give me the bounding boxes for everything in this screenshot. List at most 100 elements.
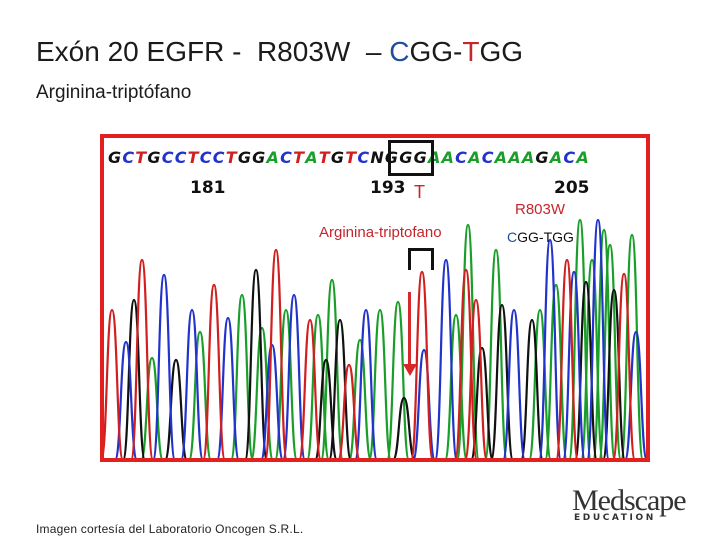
title-codon-c: C <box>389 36 410 67</box>
base-call-0: G <box>108 148 123 167</box>
trace-peak-a-7 <box>348 338 372 458</box>
base-call-12: A <box>266 148 281 167</box>
amino-acid-change-label: Arginina-triptofano <box>319 224 442 241</box>
base-call-15: A <box>305 148 319 167</box>
position-205-label: 205 <box>554 178 590 198</box>
trace-peak-a-6 <box>320 278 344 458</box>
trace-peak-t-1 <box>130 258 154 458</box>
base-call-13: C <box>280 148 294 167</box>
base-call-22: G <box>399 148 414 167</box>
trace-peak-a-9 <box>386 300 410 458</box>
trace-peak-c-13 <box>624 330 646 458</box>
trace-peak-g-0 <box>122 298 146 458</box>
base-call-3: G <box>147 148 162 167</box>
trace-peak-t-6 <box>410 270 434 458</box>
trace-peak-g-2 <box>244 268 268 458</box>
base-call-6: T <box>187 148 200 167</box>
mutated-codon-box <box>388 140 434 176</box>
trace-peak-g-5 <box>393 396 415 458</box>
base-call-5: C <box>174 148 188 167</box>
trace-peak-t-4 <box>298 318 322 458</box>
trace-peak-c-11 <box>562 270 586 458</box>
position-193-label: 193 <box>370 178 406 198</box>
trace-peak-a-13 <box>528 308 552 458</box>
base-call-19: C <box>357 148 371 167</box>
base-call-18: T <box>345 148 358 167</box>
trace-peak-t-3 <box>264 248 288 458</box>
trace-peak-a-16 <box>580 258 604 458</box>
logo-subtitle: EDUCATION <box>574 513 656 523</box>
trace-peak-c-9 <box>502 308 526 458</box>
base-call-34: C <box>563 148 577 167</box>
trace-peak-a-0 <box>140 356 164 458</box>
base-call-26: C <box>455 148 469 167</box>
trace-peak-t-2 <box>202 283 226 458</box>
trace-peak-g-10 <box>602 288 626 458</box>
trace-peak-a-17 <box>592 228 616 458</box>
trace-peak-t-5 <box>338 363 360 458</box>
trace-peak-g-7 <box>490 303 514 458</box>
base-call-35: A <box>576 148 590 167</box>
mutation-letter: T <box>414 182 425 202</box>
trace-peak-t-7 <box>454 268 478 458</box>
trace-peak-t-9 <box>555 258 579 458</box>
base-call-2: T <box>135 148 148 167</box>
base-call-30: A <box>508 148 522 167</box>
trace-peak-a-12 <box>484 248 508 458</box>
trace-peak-t-10 <box>612 272 636 458</box>
base-call-29: A <box>494 148 509 167</box>
base-call-32: G <box>535 148 550 167</box>
base-call-1: C <box>122 148 136 167</box>
trace-peak-t-8 <box>464 298 488 458</box>
trace-peak-a-19 <box>620 233 644 458</box>
base-call-31: A <box>521 148 536 167</box>
base-call-33: A <box>549 148 564 167</box>
title-prefix: Exón 20 EGFR - R803W – <box>36 36 390 67</box>
trace-peak-c-7 <box>412 348 436 458</box>
chromatogram-figure: GCTGCCTCCTGGACTATGTCNGGGAACACAAAGACA 181… <box>100 134 650 462</box>
image-credit: Imagen cortesía del Laboratorio Oncogen … <box>36 522 304 536</box>
base-call-25: A <box>441 148 456 167</box>
base-call-20: N <box>370 148 385 167</box>
trace-peak-c-6 <box>354 308 378 458</box>
base-call-17: G <box>330 148 346 167</box>
title-codon-gg-1: GG- <box>409 36 463 67</box>
trace-peak-g-8 <box>520 318 544 458</box>
trace-peak-a-11 <box>456 223 480 458</box>
trace-peak-a-14 <box>544 283 568 458</box>
trace-peak-t-0 <box>104 308 124 458</box>
base-call-16: T <box>318 148 331 167</box>
slide-title: Exón 20 EGFR - R803W – CGG-TGG <box>36 36 523 68</box>
base-call-9: T <box>225 148 238 167</box>
trace-peak-c-10 <box>538 238 562 458</box>
slide-subtitle: Arginina-triptófano <box>36 82 192 103</box>
base-call-10: G <box>237 148 253 167</box>
base-call-28: C <box>481 148 495 167</box>
trace-peak-c-2 <box>180 308 204 458</box>
codon-change-rest: GG-TGG <box>517 229 574 245</box>
codon-change-label: CGG-TGG <box>507 229 574 245</box>
trace-peak-g-1 <box>164 358 188 458</box>
base-call-sequence: GCTGCCTCCTGGACTATGTCNGGGAACACAAAGACA <box>108 148 590 167</box>
base-call-14: T <box>293 148 306 167</box>
double-peak-bracket <box>408 248 434 270</box>
position-181-label: 181 <box>190 178 226 198</box>
base-call-4: C <box>161 148 175 167</box>
base-call-8: C <box>212 148 226 167</box>
trace-peak-c-12 <box>586 218 610 458</box>
base-call-23: G <box>413 148 428 167</box>
trace-peak-c-8 <box>434 258 458 458</box>
base-call-27: A <box>468 148 482 167</box>
title-codon-t: T <box>462 36 480 67</box>
logo-wordmark: Medscape <box>572 484 687 517</box>
trace-peak-a-10 <box>444 313 468 458</box>
trace-peak-g-6 <box>470 346 494 458</box>
mutation-name-label: R803W <box>515 201 566 218</box>
medscape-logo: Medscape EDUCATION <box>566 484 692 530</box>
base-call-7: C <box>199 148 213 167</box>
mutation-arrow-shaft <box>408 292 411 364</box>
base-call-11: G <box>252 148 267 167</box>
mutation-arrow-head <box>403 364 417 376</box>
trace-peak-g-9 <box>574 280 598 458</box>
chromatogram-traces <box>104 218 646 458</box>
